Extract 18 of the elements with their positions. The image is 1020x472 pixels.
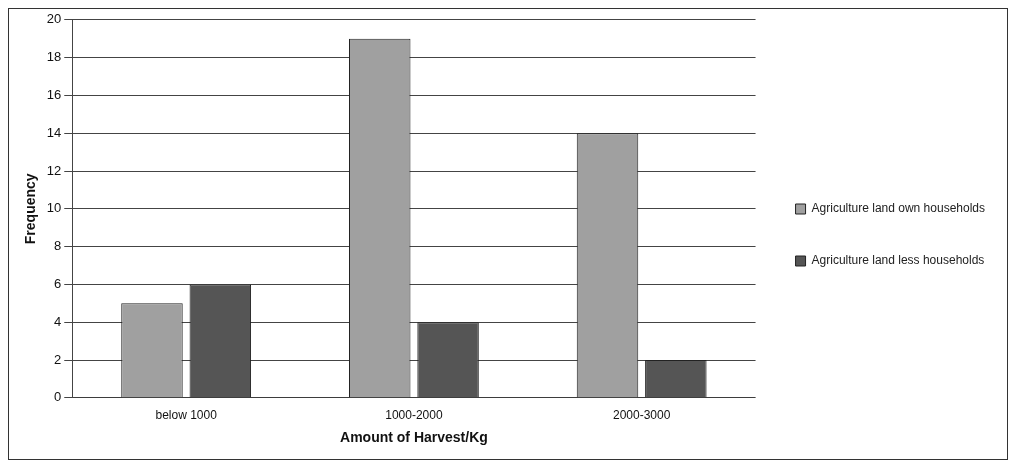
y-tick-label: 14: [46, 124, 62, 140]
y-tick-label: 20: [46, 11, 62, 27]
y-tick-label: 2: [54, 351, 62, 367]
y-tick-label: 4: [54, 313, 62, 329]
y-tick-label: 16: [46, 86, 62, 102]
x-tick-label: below 1000: [155, 408, 218, 423]
y-tick-label: 12: [46, 162, 62, 178]
y-tick-label: 10: [46, 200, 62, 216]
y-tick-label: 8: [54, 238, 62, 254]
y-axis-title: Frequency: [22, 173, 39, 245]
x-tick-label: 1000-2000: [385, 408, 443, 423]
x-axis-title: Amount of Harvest/Kg: [340, 429, 488, 446]
y-tick-label: 18: [46, 49, 62, 65]
x-tick-label: 2000-3000: [612, 408, 671, 423]
legend-label: Agriculture land less households: [811, 253, 985, 268]
y-tick-label: 6: [54, 275, 62, 291]
y-tick-label: 0: [54, 389, 62, 405]
legend-label: Agriculture land own households: [811, 201, 986, 216]
